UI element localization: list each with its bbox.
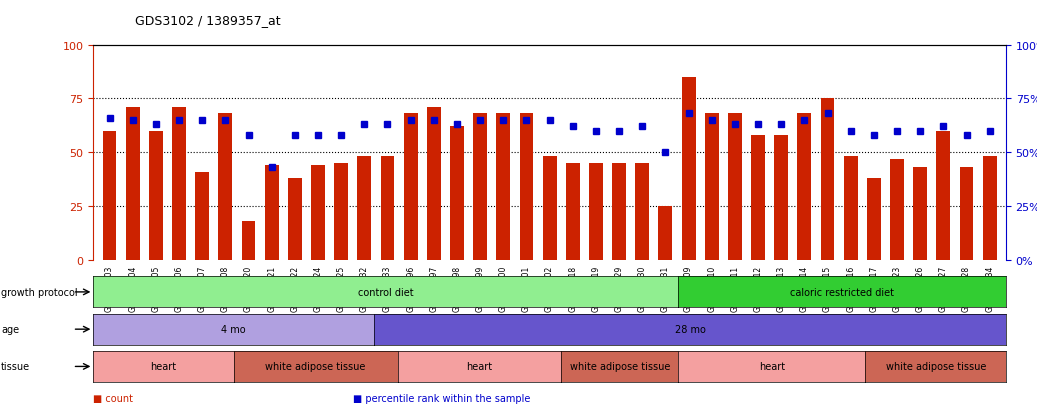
Bar [566, 164, 580, 260]
Bar [636, 164, 649, 260]
Bar [914, 168, 927, 260]
Text: GDS3102 / 1389357_at: GDS3102 / 1389357_at [135, 14, 280, 27]
Text: ■ percentile rank within the sample: ■ percentile rank within the sample [353, 393, 530, 403]
Bar [334, 164, 348, 260]
Text: tissue: tissue [1, 361, 30, 372]
Bar [264, 166, 279, 260]
Text: heart: heart [467, 361, 493, 372]
Bar [658, 206, 672, 260]
Text: 28 mo: 28 mo [674, 324, 705, 335]
Bar [497, 114, 510, 260]
Bar [242, 221, 255, 260]
Bar [612, 164, 626, 260]
Text: heart: heart [150, 361, 176, 372]
Bar [125, 108, 140, 260]
Text: growth protocol: growth protocol [1, 287, 78, 297]
Bar [520, 114, 533, 260]
Bar [959, 168, 974, 260]
Text: white adipose tissue: white adipose tissue [265, 361, 366, 372]
Bar [219, 114, 232, 260]
Bar [751, 135, 765, 260]
Text: age: age [1, 324, 19, 335]
Bar [589, 164, 602, 260]
Bar [867, 178, 880, 260]
Text: control diet: control diet [358, 287, 414, 297]
Text: heart: heart [759, 361, 785, 372]
Bar [149, 131, 163, 260]
Bar [983, 157, 997, 260]
Bar [728, 114, 741, 260]
Bar [797, 114, 811, 260]
Bar [705, 114, 719, 260]
Bar [542, 157, 557, 260]
Text: white adipose tissue: white adipose tissue [886, 361, 986, 372]
Bar [195, 172, 209, 260]
Bar [936, 131, 950, 260]
Bar [288, 178, 302, 260]
Text: ■ count: ■ count [93, 393, 134, 403]
Bar [172, 108, 186, 260]
Bar [681, 78, 696, 260]
Bar [311, 166, 325, 260]
Text: white adipose tissue: white adipose tissue [569, 361, 670, 372]
Bar [890, 159, 904, 260]
Bar [775, 135, 788, 260]
Bar [820, 99, 835, 260]
Bar [381, 157, 394, 260]
Bar [450, 127, 464, 260]
Text: 4 mo: 4 mo [222, 324, 246, 335]
Text: caloric restricted diet: caloric restricted diet [790, 287, 894, 297]
Bar [473, 114, 487, 260]
Bar [844, 157, 858, 260]
Bar [358, 157, 371, 260]
Bar [403, 114, 418, 260]
Bar [427, 108, 441, 260]
Bar [103, 131, 116, 260]
